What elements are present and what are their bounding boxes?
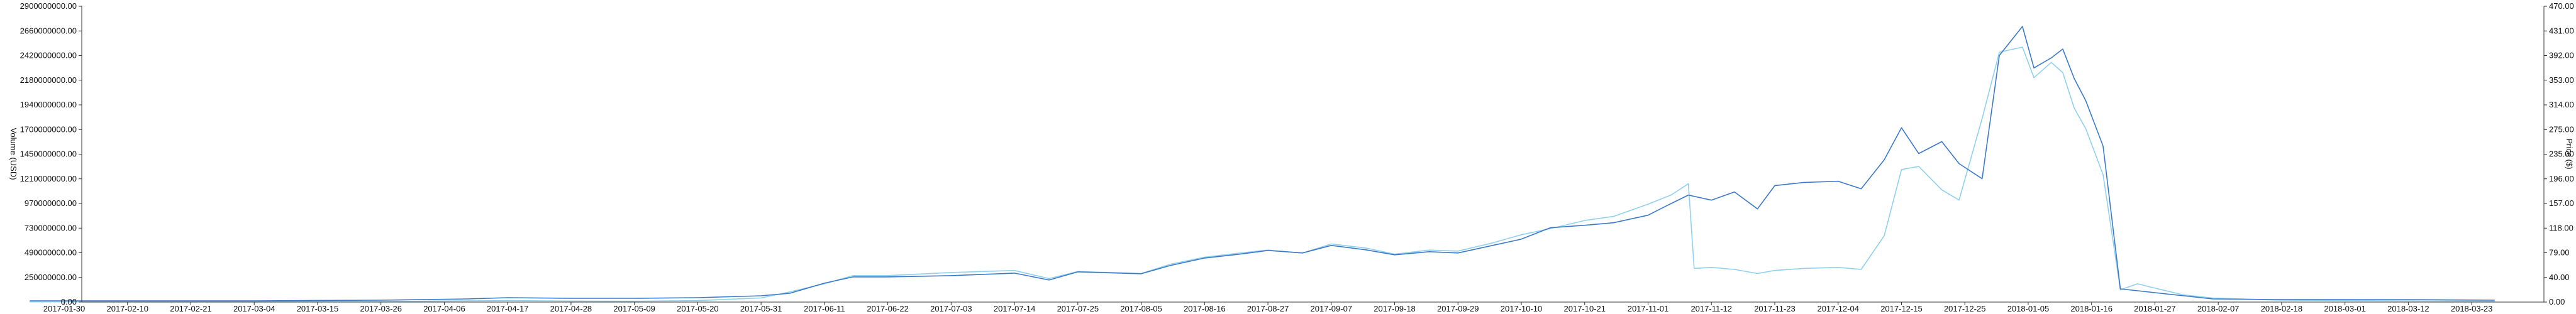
left-tick-label: 2900000000.00 [20,1,77,11]
x-tick-label: 2018-01-05 [2007,304,2050,313]
x-tick-label: 2017-05-09 [613,304,655,313]
right-y-axis: 0.00 40.00 79.00 118.00 157.00 196.00 235.00 27… [2543,1,2574,306]
x-tick-label: 2018-01-27 [2134,304,2176,313]
x-tick-label: 2017-07-14 [994,304,1036,313]
right-axis-title: Price ($) [2565,138,2574,169]
x-tick-label: 2017-02-21 [170,304,212,313]
x-tick-label: 2017-10-21 [1564,304,1606,313]
right-tick-label: 353.00 [2549,75,2574,85]
left-axis-title: Volume (USD) [9,127,18,180]
x-tick-label: 2017-08-16 [1184,304,1226,313]
x-tick-label: 2017-09-18 [1374,304,1416,313]
x-tick-label: 2017-07-03 [930,304,972,313]
x-tick-label: 2017-05-20 [677,304,719,313]
x-tick-label: 2017-12-04 [1817,304,1859,313]
x-tick-label: 2017-09-29 [1437,304,1479,313]
volume-series-line [30,46,2495,303]
x-tick-label: 2017-05-31 [740,304,782,313]
x-tick-label: 2017-12-25 [1944,304,1986,313]
right-tick-label: 40.00 [2549,273,2570,282]
series-layer [30,26,2495,303]
x-tick-label: 2018-02-18 [2261,304,2303,313]
left-tick-label: 730000000.00 [25,223,77,232]
x-tick-label: 2017-02-10 [106,304,148,313]
x-tick-label: 2017-03-04 [233,304,275,313]
x-tick-label: 2017-12-15 [1880,304,1923,313]
right-tick-label: 314.00 [2549,100,2574,109]
x-tick-label: 2017-01-30 [43,304,86,313]
left-tick-label: 1940000000.00 [20,100,77,109]
x-tick-label: 2017-04-06 [423,304,465,313]
x-tick-label: 2018-03-12 [2387,304,2429,313]
x-tick-label: 2017-03-26 [360,304,402,313]
price-series-line [30,26,2495,301]
x-tick-label: 2017-06-11 [804,304,845,313]
x-tick-label: 2017-11-23 [1754,304,1796,313]
x-tick-label: 2017-08-27 [1247,304,1289,313]
x-tick-label: 2017-06-22 [867,304,909,313]
right-tick-label: 470.00 [2549,1,2574,11]
x-tick-label: 2017-04-28 [550,304,592,313]
left-y-axis: 0.00 250000000.00 490000000.00 730000000.00… [20,1,82,306]
right-tick-label: 196.00 [2549,174,2574,183]
x-tick-label: 2018-02-07 [2197,304,2240,313]
left-tick-label: 2420000000.00 [20,51,77,60]
right-tick-label: 0.00 [2549,297,2565,306]
x-tick-label: 2017-11-01 [1628,304,1669,313]
right-tick-label: 79.00 [2549,248,2570,257]
right-tick-label: 157.00 [2549,198,2574,208]
x-axis: 2017-01-30 2017-02-10 2017-02-21 2017-03-04… [43,301,2544,313]
x-tick-label: 2017-11-12 [1690,304,1732,313]
left-tick-label: 970000000.00 [25,198,77,208]
x-tick-label: 2017-10-10 [1501,304,1543,313]
right-tick-label: 392.00 [2549,51,2574,60]
x-tick-label: 2018-03-01 [2324,304,2366,313]
x-tick-label: 2018-03-23 [2451,304,2493,313]
left-tick-label: 2180000000.00 [20,75,77,85]
left-tick-label: 490000000.00 [25,248,77,257]
left-tick-label: 1210000000.00 [20,174,77,183]
right-tick-label: 275.00 [2549,124,2574,134]
right-tick-label: 118.00 [2549,223,2573,232]
left-tick-label: 1700000000.00 [20,124,77,134]
plot-area [30,26,2495,303]
x-tick-label: 2017-09-07 [1311,304,1353,313]
right-tick-label: 235.00 [2549,149,2574,159]
x-tick-label: 2018-01-16 [2070,304,2112,313]
x-tick-label: 2017-03-15 [297,304,339,313]
left-tick-label: 1450000000.00 [20,149,77,159]
right-tick-label: 431.00 [2549,26,2574,35]
x-tick-label: 2017-07-25 [1057,304,1099,313]
left-tick-label: 2660000000.00 [20,26,77,35]
left-tick-label: 250000000.00 [25,273,77,282]
left-tick-label: 0.00 [61,297,77,306]
x-tick-label: 2017-04-17 [487,304,529,313]
x-tick-label: 2017-08-05 [1120,304,1162,313]
